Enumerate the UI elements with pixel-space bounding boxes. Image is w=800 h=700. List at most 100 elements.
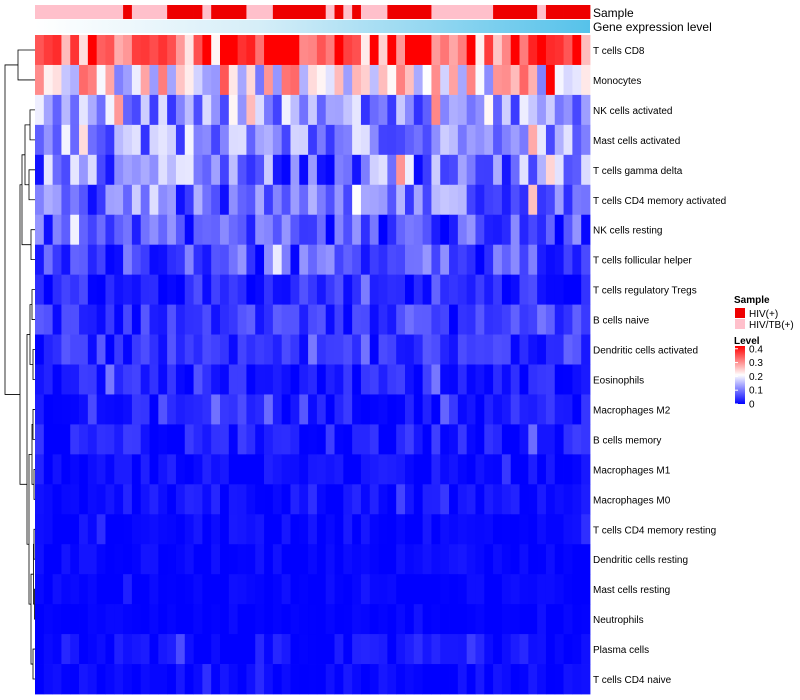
heatmap-cell <box>246 604 256 635</box>
heatmap-cell <box>202 574 212 605</box>
heatmap-cell <box>501 394 512 425</box>
heatmap-cell <box>246 664 256 695</box>
heatmap-cell <box>457 154 468 186</box>
heatmap-cell <box>299 154 309 186</box>
heatmap-cell <box>264 184 274 216</box>
heatmap-cell <box>475 394 485 425</box>
heatmap-cell <box>528 184 538 216</box>
heatmap-cell <box>87 274 98 305</box>
row-label: Mast cells activated <box>593 136 680 147</box>
heatmap-cell <box>290 244 300 276</box>
heatmap-cell <box>202 334 212 365</box>
heatmap-cell <box>325 424 335 455</box>
heatmap-cell <box>228 514 239 545</box>
heatmap-cell <box>360 124 371 156</box>
heatmap-cell <box>167 394 177 425</box>
heatmap-cell <box>545 514 556 545</box>
sample-annotation-cell <box>528 5 538 19</box>
heatmap-cell <box>264 214 274 246</box>
heatmap-cell <box>405 304 415 335</box>
heatmap-cell <box>255 364 265 395</box>
heatmap-cell <box>457 574 468 605</box>
heatmap-cell <box>123 64 133 96</box>
sample-annotation-track <box>35 5 591 19</box>
heatmap-cell <box>352 184 362 216</box>
heatmap-cell <box>360 64 371 96</box>
heatmap-cell <box>264 664 274 695</box>
heatmap-cell <box>175 214 186 246</box>
heatmap-cell <box>281 364 291 395</box>
heatmap-cell <box>484 574 494 605</box>
heatmap-cell <box>228 214 239 246</box>
heatmap-cell <box>264 124 274 156</box>
heatmap-cell <box>193 244 203 276</box>
heatmap-cell <box>528 664 538 695</box>
heatmap-cell <box>316 304 327 335</box>
heatmap-cell <box>431 184 441 216</box>
heatmap-cell <box>466 124 476 156</box>
heatmap-cell <box>184 35 194 66</box>
heatmap-cell <box>510 484 520 515</box>
heatmap-cell <box>422 124 432 156</box>
heatmap-cell <box>449 304 459 335</box>
heatmap-cell <box>246 64 256 96</box>
heatmap-cell <box>352 94 362 126</box>
heatmap-cell <box>193 394 203 425</box>
heatmap-cell <box>572 394 582 425</box>
heatmap-cell <box>440 334 450 365</box>
heatmap-cell <box>387 394 397 425</box>
heatmap-cell <box>61 544 71 575</box>
heatmap-cell <box>519 424 529 455</box>
heatmap-cell <box>378 364 388 395</box>
heatmap-cell <box>237 35 247 66</box>
heatmap-cell <box>493 64 503 96</box>
heatmap-cell <box>413 424 424 455</box>
heatmap-cell <box>422 154 432 186</box>
heatmap-cell <box>43 454 54 485</box>
heatmap-cell <box>519 94 529 126</box>
heatmap-cell <box>378 574 388 605</box>
row-label: Macrophages M1 <box>593 465 671 476</box>
heatmap-cell <box>537 604 547 635</box>
heatmap-cell <box>43 244 54 276</box>
heatmap-cell <box>35 364 45 395</box>
heatmap-cell <box>123 574 133 605</box>
heatmap-cell <box>537 574 547 605</box>
heatmap-cell <box>554 574 564 605</box>
heatmap-cell <box>510 574 520 605</box>
heatmap-cell <box>466 604 476 635</box>
heatmap-cell <box>131 304 142 335</box>
heatmap-cell <box>440 664 450 695</box>
heatmap-cell <box>308 574 318 605</box>
heatmap-cell <box>228 454 239 485</box>
heatmap-cell <box>316 214 327 246</box>
heatmap-cell <box>581 184 591 216</box>
heatmap-cell <box>572 634 582 665</box>
heatmap-cell <box>519 364 529 395</box>
heatmap-cell <box>334 214 344 246</box>
heatmap-cell <box>352 244 362 276</box>
heatmap-cell <box>61 184 71 216</box>
heatmap-cell <box>466 274 476 305</box>
heatmap-cell <box>105 244 115 276</box>
heatmap-cell <box>87 334 98 365</box>
heatmap-cell <box>79 154 89 186</box>
heatmap-cell <box>299 394 309 425</box>
heatmap-cell <box>61 514 71 545</box>
heatmap-cell <box>563 334 573 365</box>
heatmap-cell <box>545 454 556 485</box>
heatmap-cell <box>140 544 150 575</box>
heatmap-cell <box>537 454 547 485</box>
heatmap-cell <box>528 634 538 665</box>
heatmap-cell <box>387 424 397 455</box>
heatmap-cell <box>334 604 344 635</box>
heatmap-cell <box>449 64 459 96</box>
heatmap-cell <box>387 484 397 515</box>
heatmap-cell <box>519 274 529 305</box>
heatmap-cell <box>325 124 335 156</box>
heatmap-cell <box>457 424 468 455</box>
heatmap-cell <box>405 664 415 695</box>
heatmap-cell <box>405 214 415 246</box>
heatmap-cell <box>140 35 150 66</box>
heatmap-cell <box>290 64 300 96</box>
